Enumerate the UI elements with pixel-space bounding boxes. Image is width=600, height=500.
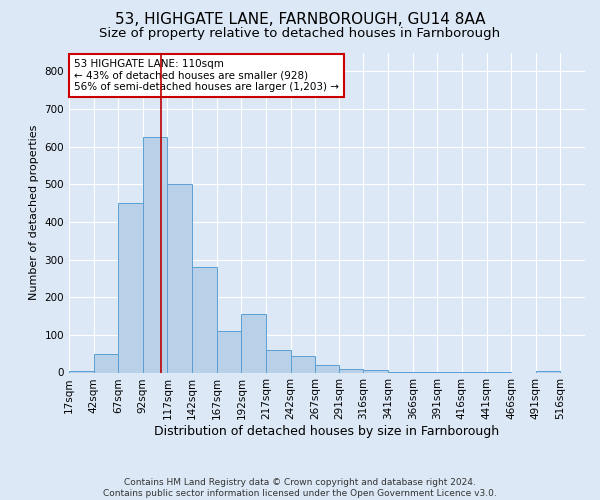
Bar [69, 370, 94, 372]
Text: 53, HIGHGATE LANE, FARNBOROUGH, GU14 8AA: 53, HIGHGATE LANE, FARNBOROUGH, GU14 8AA [115, 12, 485, 28]
Bar [143, 137, 167, 372]
Bar [118, 203, 143, 372]
Y-axis label: Number of detached properties: Number of detached properties [29, 125, 39, 300]
Bar [241, 314, 266, 372]
Text: Size of property relative to detached houses in Farnborough: Size of property relative to detached ho… [100, 28, 500, 40]
Bar [536, 370, 560, 372]
Bar [217, 331, 241, 372]
Bar [266, 350, 290, 372]
Bar [192, 267, 217, 372]
Bar [364, 370, 388, 372]
X-axis label: Distribution of detached houses by size in Farnborough: Distribution of detached houses by size … [154, 425, 500, 438]
Text: Contains HM Land Registry data © Crown copyright and database right 2024.
Contai: Contains HM Land Registry data © Crown c… [103, 478, 497, 498]
Text: 53 HIGHGATE LANE: 110sqm
← 43% of detached houses are smaller (928)
56% of semi-: 53 HIGHGATE LANE: 110sqm ← 43% of detach… [74, 59, 339, 92]
Bar [167, 184, 192, 372]
Bar [290, 356, 315, 372]
Bar [315, 365, 339, 372]
Bar [339, 370, 364, 372]
Bar [94, 354, 118, 372]
